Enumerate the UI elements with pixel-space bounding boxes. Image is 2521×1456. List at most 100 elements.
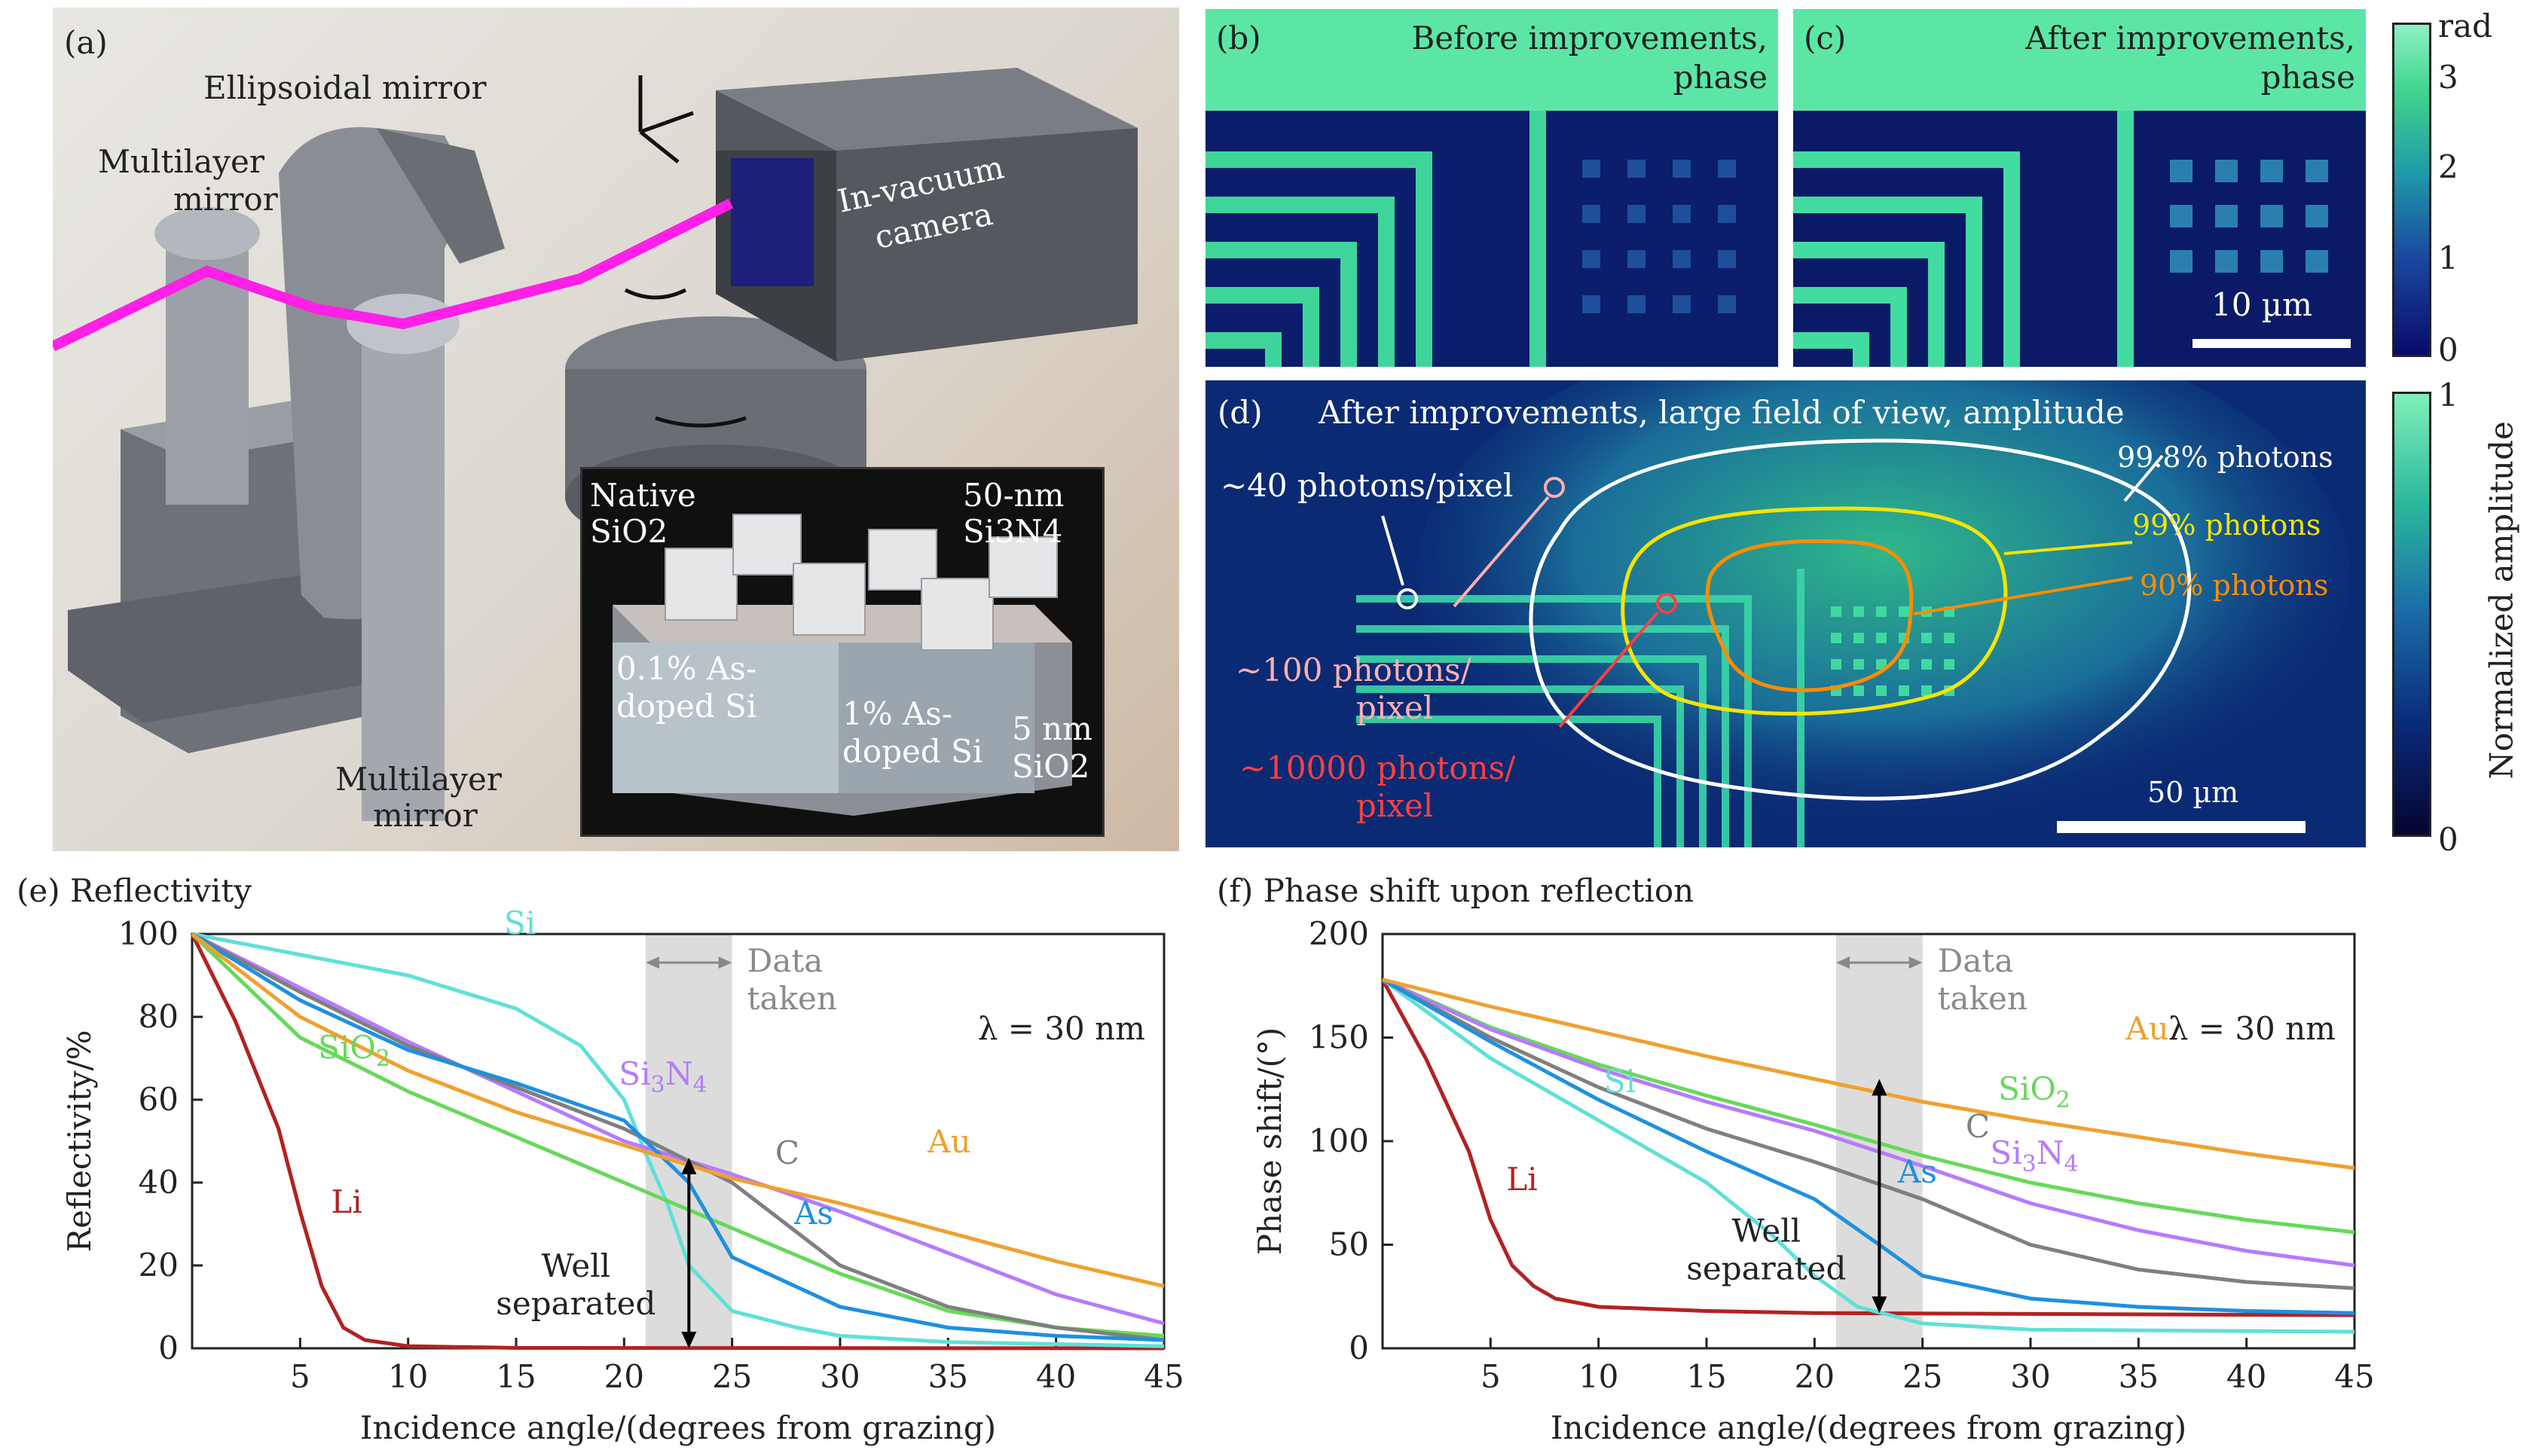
x-tick-label: 45: [1144, 1358, 1184, 1395]
sample-inset: Native SiO2 50-nm Si3N4 0.1% As- doped S…: [580, 467, 1105, 837]
marker-10000: [1656, 593, 1677, 614]
data-taken-arrowhead-right: [718, 957, 732, 969]
separation-arrowhead-bottom: [1872, 1296, 1887, 1314]
x-axis-label: Incidence angle/(degrees from grazing): [360, 1409, 996, 1446]
series-line-li: [1380, 978, 2355, 1317]
phase-colorbar-tick-3: 3: [2438, 59, 2458, 96]
panel-b-title-2: phase: [1673, 59, 1768, 96]
well-separated-label-1: Well: [542, 1247, 610, 1284]
camera-sensor: [731, 158, 814, 286]
x-tick-label: 25: [712, 1358, 752, 1395]
series-label-li: Li: [1506, 1161, 1537, 1198]
marker-40: [1397, 588, 1418, 609]
panel-c-phase-after: (c) After improvements, phase 10 µm: [1793, 9, 2366, 367]
label-40-photons: ~40 photons/pixel: [1221, 467, 1514, 504]
series-line-sio2: [191, 933, 1165, 1338]
panel-b-title-1: Before improvements,: [1411, 20, 1768, 56]
data-taken-arrowhead-right: [1908, 957, 1923, 969]
sin-blocks: [665, 514, 1058, 651]
multilayer-mirror-top-label-1: Multilayer: [98, 143, 264, 180]
x-tick-label: 40: [2226, 1358, 2266, 1395]
x-tick-label: 20: [1795, 1358, 1835, 1395]
y-tick-label: 80: [139, 998, 179, 1035]
label-100-photons-1: ~100 photons/: [1236, 652, 1471, 688]
arrow-99-8: [2123, 454, 2164, 502]
x-tick-label: 35: [2119, 1358, 2159, 1395]
y-tick-label: 100: [1309, 1122, 1369, 1159]
panel-d-title: After improvements, large field of view,…: [1319, 394, 2125, 431]
beam-path: [53, 198, 734, 352]
rotation-arrow-lower: [655, 416, 747, 428]
series-label-c: C: [1966, 1108, 1990, 1145]
series-label-c: C: [775, 1134, 799, 1171]
y-tick-label: 100: [118, 915, 179, 952]
phase-colorbar: [2392, 23, 2431, 357]
panel-d-tag: (d): [1218, 394, 1263, 431]
separation-arrowhead-top: [1872, 1079, 1887, 1096]
doped-1-label-1: 1% As-: [842, 695, 953, 732]
multilayer-mirror-bottom-post: [362, 324, 445, 821]
panel-c-tag: (c): [1804, 20, 1847, 56]
thin-sio2-label-2: SiO2: [1012, 748, 1090, 785]
panel-b-phase-before: (b) Before improvements, phase: [1205, 9, 1778, 367]
square-array-d: [1831, 606, 1954, 696]
x-axis-label: Incidence angle/(degrees from grazing): [1551, 1409, 2186, 1446]
y-tick-label: 20: [139, 1247, 179, 1284]
scale-bar-c: [2193, 339, 2351, 348]
multilayer-mirror-bottom-label-1: Multilayer: [335, 761, 502, 798]
x-tick-label: 35: [928, 1358, 968, 1395]
series-label-as: As: [793, 1195, 833, 1232]
chart-e-reflectivity: 0 20 40 60 80 100 5 10 15 20 25 30 35 40 45 Incidence a…: [61, 905, 1184, 1446]
contour-99: [1621, 506, 2008, 716]
label-100-photons-2: pixel: [1356, 689, 1434, 726]
series-line-si: [191, 932, 1165, 1348]
thin-sio2-label-1: 5 nm: [1012, 710, 1092, 747]
series-line-si: [1381, 978, 2355, 1334]
x-tick-label: 15: [1686, 1358, 1726, 1395]
label-90: 90% photons: [2140, 569, 2329, 602]
series-label-si3n4: Si3N4: [1990, 1134, 2078, 1177]
series-line-sio2: [1381, 978, 2355, 1235]
arrow-99: [2003, 541, 2133, 555]
y-tick-label: 50: [1329, 1226, 1369, 1263]
x-tick-label: 45: [2334, 1358, 2374, 1395]
well-separated-label-2: separated: [496, 1285, 655, 1322]
multilayer-mirror-bottom-label-2: mirror: [373, 797, 478, 834]
panel-c-title-2: phase: [2260, 59, 2355, 96]
phase-colorbar-unit: rad: [2438, 8, 2493, 44]
arrow-10000: [1558, 611, 1659, 728]
series-label-si: Si: [504, 905, 536, 942]
data-taken-arrowhead-left: [1836, 957, 1850, 969]
panel-c-image: [1793, 9, 2366, 367]
panel-b-image: [1205, 9, 1778, 367]
panel-a-setup-render: (a) Ellipsoidal mirror Multilayer mirror…: [53, 8, 1179, 851]
amplitude-colorbar-tick-0: 0: [2438, 821, 2458, 858]
series-label-au: Au: [927, 1123, 970, 1160]
series-line-li: [190, 933, 1165, 1351]
arrow-90: [1913, 576, 2133, 615]
arrow-100: [1453, 496, 1550, 608]
series-label-li: Li: [331, 1183, 362, 1220]
wavelength-annotation: λ = 30 nm: [2168, 1010, 2336, 1047]
phase-colorbar-tick-0: 0: [2438, 331, 2458, 368]
axis-arrows: [638, 75, 694, 163]
y-tick-label: 200: [1309, 915, 1369, 952]
series-line-si3n4: [1381, 978, 2355, 1268]
panel-d-amplitude: (d) After improvements, large field of v…: [1205, 380, 2366, 847]
rotation-arrow-upper: [624, 288, 687, 300]
separation-arrowhead-top: [681, 1158, 697, 1174]
doped-01-label-2: doped Si: [616, 688, 757, 725]
panel-c-title-1: After improvements,: [2025, 20, 2355, 56]
multilayer-mirror-top-label-2: mirror: [173, 181, 278, 218]
panel-d-image: [1356, 380, 2351, 847]
sample-inset-drawing: [613, 514, 1072, 816]
well-separated-label-1: Well: [1732, 1212, 1801, 1249]
panel-a-tag: (a): [64, 24, 108, 61]
amplitude-colorbar-label: Normalized amplitude: [2483, 421, 2520, 780]
amplitude-colorbar: [2392, 392, 2431, 837]
marker-100: [1544, 477, 1565, 498]
series-line-au: [191, 933, 1165, 1288]
x-tick-label: 25: [1902, 1358, 1942, 1395]
scale-bar-d-label: 50 µm: [2147, 776, 2239, 809]
label-99-8: 99.8% photons: [2117, 441, 2333, 474]
